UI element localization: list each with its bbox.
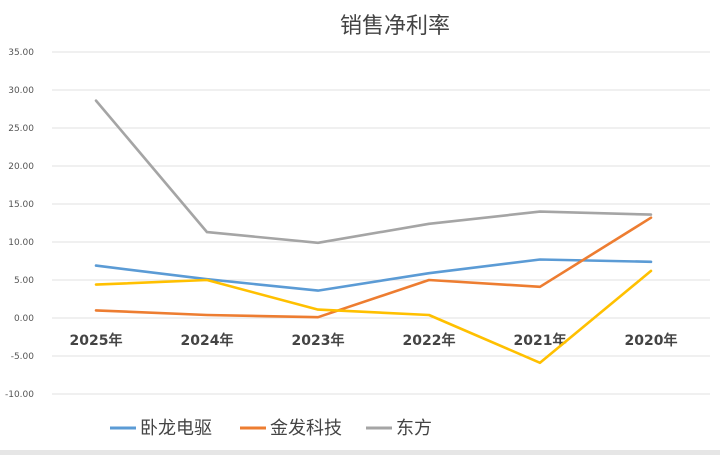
legend-label: 金发科技 (270, 418, 342, 439)
bottom-divider (0, 450, 720, 455)
x-tick-label: 2025年 (70, 332, 123, 349)
y-tick-label: 30.00 (8, 86, 34, 96)
series-line-3 (94, 99, 653, 245)
x-tick-label: 2020年 (625, 332, 678, 349)
legend: 卧龙电驱 金发科技 东方 (110, 412, 640, 444)
series-lines (94, 99, 653, 365)
y-tick-label: 35.00 (8, 48, 34, 58)
series-line-1 (94, 258, 653, 292)
gridlines (52, 51, 710, 395)
y-tick-label: 0.00 (14, 314, 34, 324)
y-tick-label: 5.00 (14, 276, 34, 286)
x-tick-label: 2022年 (403, 332, 456, 349)
y-tick-label: 15.00 (8, 200, 34, 210)
chart-title: 销售净利率 (340, 14, 450, 39)
legend-label: 东方 (396, 418, 432, 439)
y-tick-label: 10.00 (8, 238, 34, 248)
x-axis-ticks: 2025年 2024年 2023年 2022年 2021年 2020年 (70, 332, 678, 349)
series-line-2 (94, 216, 653, 319)
y-tick-label: -10.00 (5, 390, 34, 400)
y-tick-label: 25.00 (8, 124, 34, 134)
x-tick-label: 2023年 (292, 332, 345, 349)
y-axis-ticks: -10.00 -5.00 0.00 5.00 10.00 15.00 20.00 25.00 3… (5, 48, 34, 400)
x-tick-label: 2024年 (181, 332, 234, 349)
x-tick-label: 2021年 (514, 332, 567, 349)
series-line-4 (94, 269, 653, 365)
legend-fade-overlay (440, 412, 640, 444)
y-tick-label: 20.00 (8, 162, 34, 172)
y-tick-label: -5.00 (11, 352, 35, 362)
legend-label: 卧龙电驱 (140, 418, 212, 439)
